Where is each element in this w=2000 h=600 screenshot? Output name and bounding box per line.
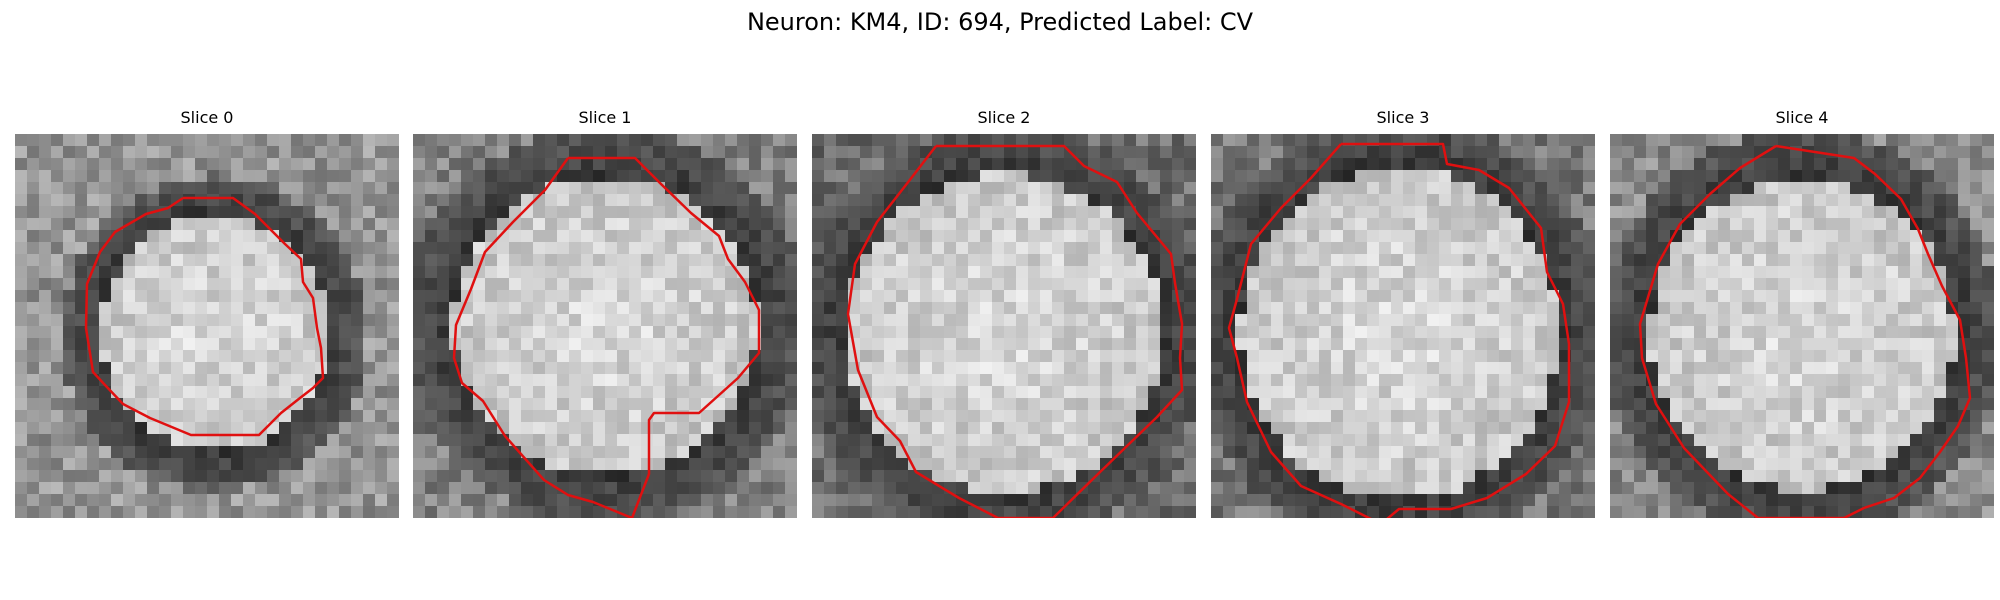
segmentation-contour (84, 196, 325, 437)
slice-panel-1: Slice 1 (413, 108, 797, 518)
slice-title: Slice 2 (977, 108, 1031, 127)
slice-title: Slice 3 (1376, 108, 1430, 127)
slice-image (1211, 134, 1595, 518)
segmentation-contour (1638, 144, 1972, 518)
segmentation-contour (452, 156, 761, 518)
slice-image (413, 134, 797, 518)
slice-panel-2: Slice 2 (812, 108, 1196, 518)
slice-image (1610, 134, 1994, 518)
slice-title: Slice 4 (1775, 108, 1829, 127)
slice-panel-0: Slice 0 (15, 108, 399, 518)
segmentation-contour (1227, 142, 1571, 518)
slice-panel-3: Slice 3 (1211, 108, 1595, 518)
slice-title: Slice 0 (180, 108, 234, 127)
figure-title: Neuron: KM4, ID: 694, Predicted Label: C… (746, 8, 1254, 36)
slice-panel-4: Slice 4 (1610, 108, 1994, 518)
segmentation-contour (846, 144, 1184, 518)
slice-image (812, 134, 1196, 518)
slice-title: Slice 1 (578, 108, 632, 127)
